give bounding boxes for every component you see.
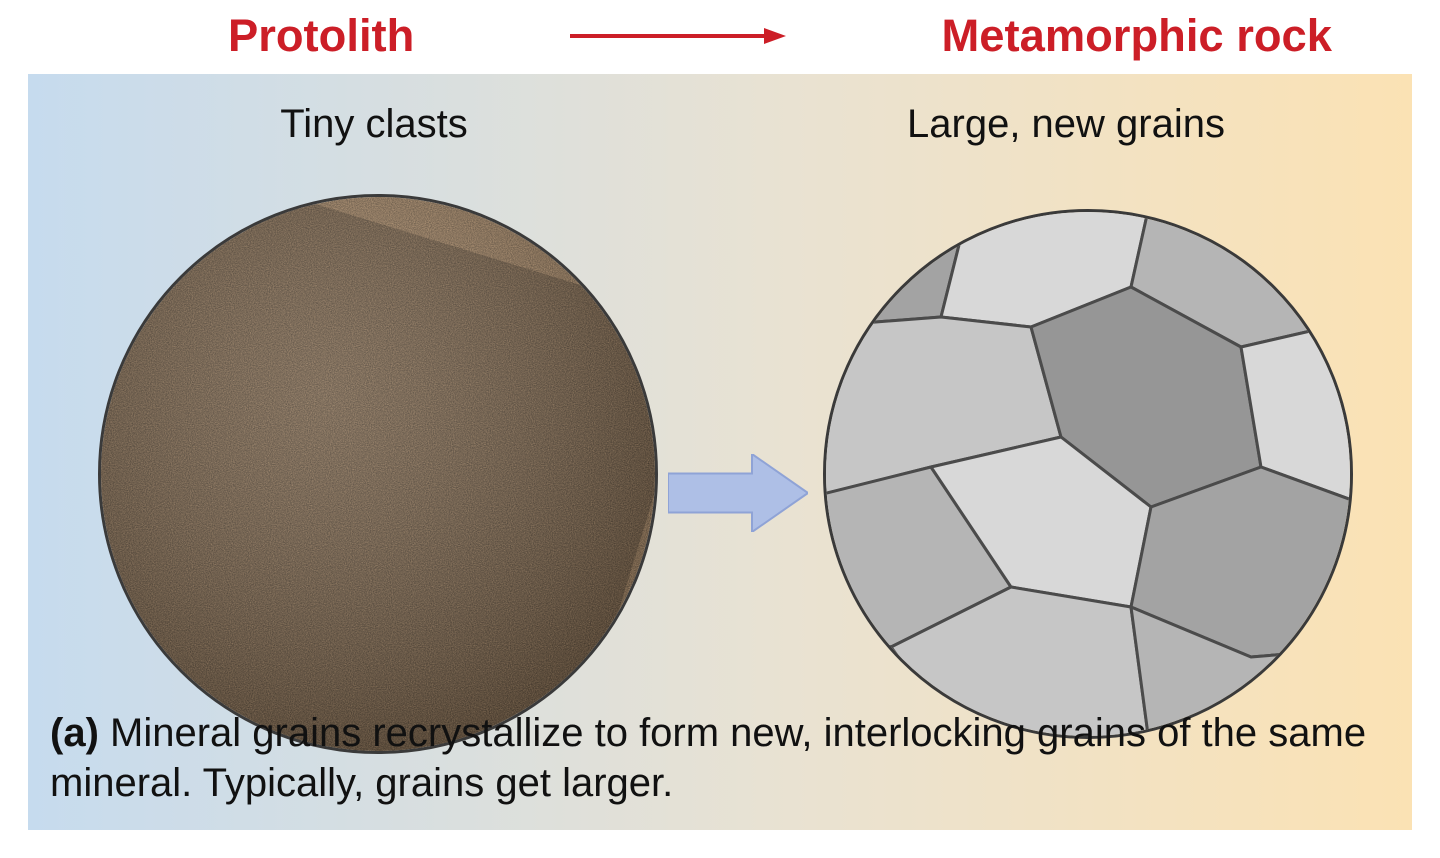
header-left-label: Protolith xyxy=(228,10,414,62)
header-row: Protolith Metamorphic rock xyxy=(28,0,1412,74)
figure-wrap: Protolith Metamorphic rock Tiny clasts L… xyxy=(0,0,1440,858)
subtitle-right: Large, new grains xyxy=(720,102,1412,147)
header-right-label: Metamorphic rock xyxy=(942,10,1332,62)
caption-body: Mineral grains recrystallize to form new… xyxy=(50,711,1366,805)
panel-content: Tiny clasts Large, new grains xyxy=(28,74,1412,830)
header-arrow-head xyxy=(764,28,786,44)
protolith-circle xyxy=(98,194,658,754)
caption-text: (a) Mineral grains recrystallize to form… xyxy=(50,708,1390,808)
subtitle-left: Tiny clasts xyxy=(28,102,720,147)
metamorphic-circle xyxy=(823,209,1353,739)
header-arrow-icon xyxy=(568,24,788,48)
metamorphic-grains xyxy=(826,212,1353,739)
diagram-panel: Tiny clasts Large, new grains xyxy=(28,74,1412,830)
caption-prefix: (a) xyxy=(50,711,99,755)
transform-arrow-icon xyxy=(668,454,808,532)
protolith-texture xyxy=(101,197,658,754)
